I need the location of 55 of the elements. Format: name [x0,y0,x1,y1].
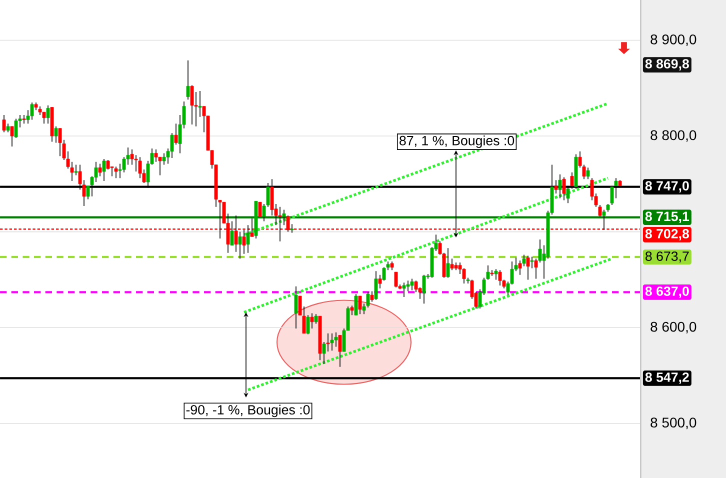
candlestick [450,258,454,271]
candlestick [354,294,358,316]
candlestick [374,270,378,300]
candlestick [22,114,26,124]
ref-line-label: 8 673,7 [646,252,689,263]
candlestick [114,166,118,179]
y-tick-label: 8 900,0 [650,34,696,46]
candlestick [186,60,190,100]
candlestick [558,174,562,199]
candlestick [314,314,318,324]
ref-line-label: 8 702,8 [645,228,689,240]
candlestick [358,296,362,315]
candlestick [498,270,502,286]
candlestick [422,274,426,304]
annotation: 87, 1 %, Bougies :0 [400,136,514,148]
candlestick [246,224,250,254]
candlestick [394,272,398,288]
ref-line-label: 8 747,0 [645,181,689,192]
candlestick [602,209,606,230]
ref-line-label: 8 715,1 [645,212,690,224]
candlestick [446,248,450,278]
annotation: -90, -1 %, Bougies :0 [186,404,310,418]
candlestick [410,278,414,291]
candlestick [294,286,298,329]
candlestick [334,332,338,348]
y-tick-label: 8 500,0 [650,418,696,430]
candlestick [58,128,62,157]
candlestick [290,224,294,234]
candlestick [238,231,242,260]
candlestick [54,126,58,144]
candlestick [138,156,142,179]
y-tick-label: 8 800,0 [650,130,696,142]
candlestick [530,256,534,269]
candlestick [526,255,530,280]
candlestick [402,282,406,298]
text: 8 869,8 [645,59,689,70]
candlestick [174,123,178,146]
candlestick [310,312,314,329]
candlestick [74,164,78,176]
candlestick [330,332,334,351]
candlestick [10,126,14,147]
ref-line-label: 8 547,2 [645,372,689,384]
candlestick [338,334,342,368]
candlestick [98,163,102,177]
candlestick [350,305,354,316]
candlestick [2,114,6,133]
candlestick [102,158,106,182]
y-tick-label: 8 600,0 [650,322,696,334]
candlestick [30,102,34,120]
ref-line-label: 8 637,0 [645,286,689,298]
candlestick [586,167,590,180]
candlestick [306,314,310,335]
candlestick [162,152,166,166]
candlestick [46,104,50,124]
candlestick [154,149,158,162]
